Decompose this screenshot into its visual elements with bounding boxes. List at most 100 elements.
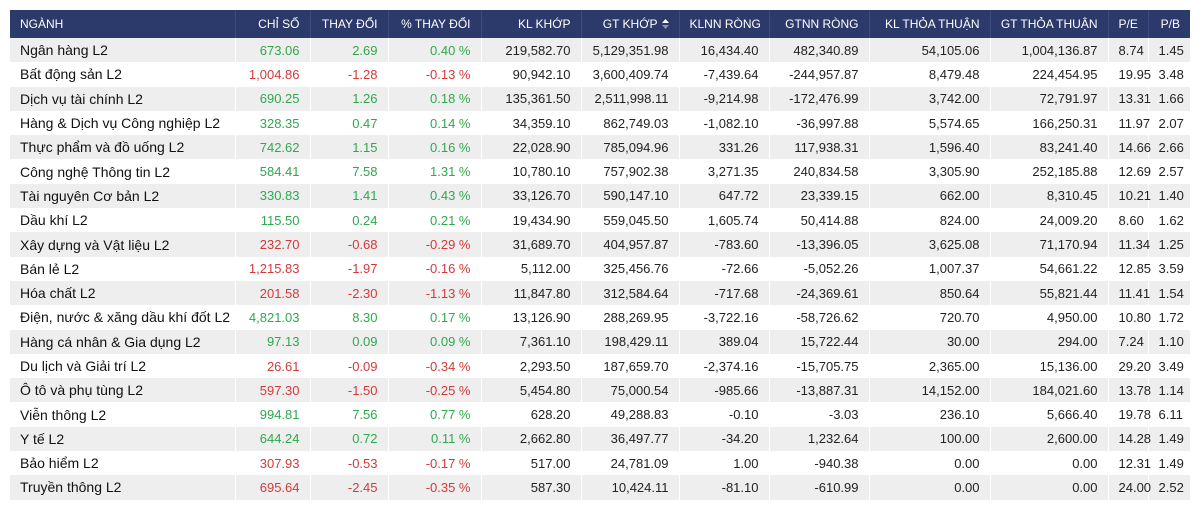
table-row[interactable]: Xây dựng và Vật liệu L2 232.70 -0.68 -0.29 … <box>10 232 1190 257</box>
foreign-net-volume-cell: -1,082.10 <box>679 110 770 136</box>
pe-cell: 10.21 <box>1108 183 1151 209</box>
pe-cell: 14.28 <box>1108 426 1151 452</box>
change-cell: 1.41 <box>310 183 389 209</box>
col-header-negotiated-volume[interactable]: KL THỎA THUẬN <box>869 10 991 38</box>
index-cell: 1,215.83 <box>235 256 311 281</box>
matched-value-cell: 187,659.70 <box>581 353 680 379</box>
table-row[interactable]: Ô tô và phụ tùng L2 597.30 -1.50 -0.25 % 5,4… <box>10 378 1190 403</box>
change-cell: -1.28 <box>310 62 389 87</box>
col-header-sector[interactable]: NGÀNH <box>10 10 236 38</box>
pb-cell: 1.45 <box>1158 42 1184 58</box>
negotiated-value-cell: 4,950.00 <box>990 305 1109 330</box>
table-row[interactable]: Hàng cá nhân & Gia dụng L2 97.13 0.09 0.09 … <box>10 329 1190 354</box>
negotiated-value-cell: 71,170.94 <box>990 232 1109 257</box>
pct-change-cell: 0.18 % <box>388 86 482 111</box>
matched-volume-cell: 90,942.10 <box>481 62 582 87</box>
sector-name-cell: Xây dựng và Vật liệu L2 <box>10 232 236 257</box>
foreign-net-volume-cell: 389.04 <box>679 329 770 354</box>
negotiated-volume-cell: 5,574.65 <box>869 110 991 136</box>
foreign-net-value-cell: -172,476.99 <box>769 86 870 111</box>
table-row[interactable]: Y tế L2 644.24 0.72 0.11 % 2,662.80 36,497.77… <box>10 426 1190 452</box>
negotiated-value-cell: 224,454.95 <box>990 62 1109 87</box>
index-cell: 4,821.03 <box>235 305 311 330</box>
negotiated-volume-cell: 30.00 <box>869 329 991 354</box>
matched-value-cell: 75,000.54 <box>581 378 680 403</box>
pct-change-cell: 1.31 % <box>388 159 482 184</box>
col-header-pct-change[interactable]: % THAY ĐỔI <box>388 10 482 38</box>
table-row[interactable]: Hóa chất L2 201.58 -2.30 -1.13 % 11,847.80 31… <box>10 280 1190 306</box>
change-cell: -0.53 <box>310 451 389 476</box>
foreign-net-volume-cell: -81.10 <box>679 475 770 500</box>
negotiated-volume-cell: 54,105.06 <box>869 38 991 63</box>
col-header-foreign-net-value[interactable]: GTNN RÒNG <box>769 10 870 38</box>
foreign-net-volume-cell: 3,271.35 <box>679 159 770 184</box>
table-row[interactable]: Bán lẻ L2 1,215.83 -1.97 -0.16 % 5,112.00 325… <box>10 256 1190 281</box>
negotiated-volume-cell: 236.10 <box>869 402 991 427</box>
foreign-net-volume-cell: 331.26 <box>679 135 770 160</box>
table-row[interactable]: Điện, nước & xăng dầu khí đốt L2 4,821.03… <box>10 305 1190 330</box>
sector-name-cell: Y tế L2 <box>10 426 236 452</box>
change-cell: -0.68 <box>310 232 389 257</box>
table-row[interactable]: Hàng & Dịch vụ Công nghiệp L2 328.35 0.47 0… <box>10 110 1190 136</box>
sector-name-cell: Truyền thông L2 <box>10 475 236 500</box>
pb-cell: 1.14 <box>1158 382 1184 398</box>
col-header-matched-value[interactable]: GT KHỚP <box>581 10 680 38</box>
pe-cell: 13.31 <box>1108 86 1151 111</box>
col-header-index[interactable]: CHỈ SỐ <box>235 10 311 38</box>
table-row[interactable]: Tài nguyên Cơ bản L2 330.83 1.41 0.43 % 33,1… <box>10 183 1190 209</box>
pb-cell: 3.49 <box>1158 358 1184 374</box>
table-row[interactable]: Công nghệ Thông tin L2 584.41 7.58 1.31 % 10… <box>10 159 1190 184</box>
change-cell: -1.50 <box>310 378 389 403</box>
table-row[interactable]: Truyền thông L2 695.64 -2.45 -0.35 % 587.30 1… <box>10 475 1190 500</box>
matched-volume-cell: 5,112.00 <box>481 256 582 281</box>
table-row[interactable]: Ngân hàng L2 673.06 2.69 0.40 % 219,582.70 5,… <box>10 38 1190 63</box>
col-header-negotiated-value[interactable]: GT THỎA THUẬN <box>990 10 1109 38</box>
pe-cell: 29.20 <box>1108 353 1151 379</box>
table-row[interactable]: Dịch vụ tài chính L2 690.25 1.26 0.18 % 135,… <box>10 86 1190 111</box>
sector-name-cell: Bảo hiểm L2 <box>10 451 236 476</box>
matched-volume-cell: 5,454.80 <box>481 378 582 403</box>
negotiated-volume-cell: 2,365.00 <box>869 353 991 379</box>
negotiated-volume-cell: 1,007.37 <box>869 256 991 281</box>
pe-cell: 24.00 <box>1108 475 1151 500</box>
sort-icon[interactable] <box>661 18 669 29</box>
col-header-pb[interactable]: P/B <box>1160 17 1180 31</box>
pe-cell: 8.60 <box>1108 208 1149 233</box>
table-row[interactable]: Du lịch và Giải trí L2 26.61 -0.09 -0.34 % 2… <box>10 353 1190 379</box>
sector-name-cell: Tài nguyên Cơ bản L2 <box>10 183 236 209</box>
col-header-matched-volume[interactable]: KL KHỚP <box>481 10 582 38</box>
index-cell: 307.93 <box>235 451 311 476</box>
col-header-pe[interactable]: P/E <box>1108 10 1149 38</box>
table-row[interactable]: Bất động sản L2 1,004.86 -1.28 -0.13 % 90,94… <box>10 62 1190 87</box>
matched-value-cell: 325,456.76 <box>581 256 680 281</box>
matched-volume-cell: 135,361.50 <box>481 86 582 111</box>
change-cell: -2.30 <box>310 280 389 306</box>
col-header-change[interactable]: THAY ĐỔI <box>310 10 389 38</box>
col-header-foreign-net-volume[interactable]: KLNN RÒNG <box>679 10 770 38</box>
foreign-net-value-cell: -13,396.05 <box>769 232 870 257</box>
table-row[interactable]: Viễn thông L2 994.81 7.56 0.77 % 628.20 49,28… <box>10 402 1190 427</box>
pct-change-cell: -0.34 % <box>388 353 482 379</box>
matched-value-cell: 288,269.95 <box>581 305 680 330</box>
negotiated-value-cell: 0.00 <box>990 451 1109 476</box>
table-row[interactable]: Bảo hiểm L2 307.93 -0.53 -0.17 % 517.00 24,78… <box>10 451 1190 476</box>
change-cell: 1.15 <box>310 135 389 160</box>
matched-value-cell: 36,497.77 <box>581 426 680 452</box>
matched-value-cell: 559,045.50 <box>581 208 680 233</box>
pe-cell: 11.97 <box>1108 110 1150 136</box>
negotiated-volume-cell: 8,479.48 <box>869 62 991 87</box>
table-row[interactable]: Thực phẩm và đồ uống L2 742.62 1.15 0.16 % 2… <box>10 135 1190 160</box>
pct-change-cell: 0.43 % <box>388 183 482 209</box>
sector-name-cell: Công nghệ Thông tin L2 <box>10 159 236 184</box>
pb-cell: 3.59 <box>1158 261 1184 277</box>
foreign-net-value-cell: -58,726.62 <box>769 305 870 330</box>
table-row[interactable]: Dầu khí L2 115.50 0.24 0.21 % 19,434.90 559,0… <box>10 208 1190 233</box>
foreign-net-value-cell: -5,052.26 <box>769 256 870 281</box>
change-cell: 1.26 <box>310 86 389 111</box>
pct-change-cell: 0.40 % <box>388 38 482 63</box>
negotiated-value-cell: 15,136.00 <box>990 353 1109 379</box>
pct-change-cell: 0.77 % <box>388 402 482 427</box>
foreign-net-value-cell: -15,705.75 <box>769 353 870 379</box>
negotiated-value-cell: 8,310.45 <box>990 183 1109 209</box>
sector-name-cell: Ngân hàng L2 <box>10 38 236 63</box>
